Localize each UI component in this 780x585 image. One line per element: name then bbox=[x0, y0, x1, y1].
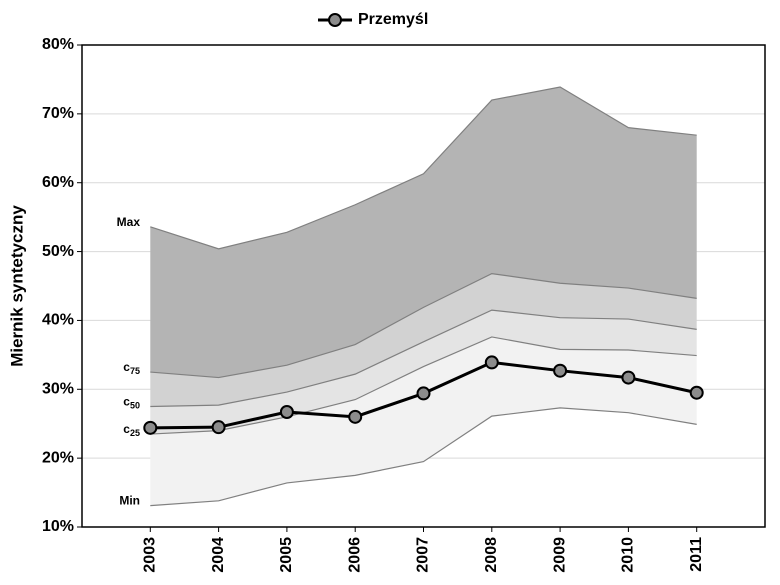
y-tick-label: 40% bbox=[42, 312, 74, 329]
band-fill bbox=[150, 336, 697, 506]
band-label-name: c bbox=[123, 422, 130, 436]
x-tick-label: 2007 bbox=[415, 537, 432, 573]
x-tick-label: 2008 bbox=[483, 537, 500, 573]
band-label: c50 bbox=[123, 395, 140, 411]
x-tick-label: 2006 bbox=[346, 537, 363, 573]
band-label-sub: 25 bbox=[130, 428, 140, 438]
series-marker bbox=[211, 420, 226, 435]
x-tick-label: 2004 bbox=[210, 537, 227, 573]
band-line bbox=[150, 272, 697, 379]
band-label-sub: 75 bbox=[130, 366, 140, 376]
series-marker bbox=[279, 405, 294, 420]
series-marker bbox=[416, 386, 431, 401]
x-tick-label: 2003 bbox=[142, 537, 159, 573]
band-label-name: Min bbox=[119, 494, 140, 508]
band-label: c75 bbox=[123, 360, 140, 376]
x-tick-label: 2011 bbox=[688, 537, 705, 572]
band-label: Max bbox=[117, 215, 141, 229]
y-tick-label: 10% bbox=[42, 518, 74, 535]
x-tick-label: 2010 bbox=[620, 537, 637, 573]
series-marker bbox=[348, 409, 363, 424]
band-label-name: c bbox=[123, 360, 130, 374]
band-label-sub: 50 bbox=[130, 401, 140, 411]
y-tick-label: 50% bbox=[42, 243, 74, 260]
series-marker bbox=[689, 385, 704, 400]
band-label-name: c bbox=[123, 395, 130, 409]
series-marker bbox=[553, 363, 568, 378]
band-line bbox=[150, 336, 697, 435]
band-fill bbox=[150, 310, 697, 435]
band-label: c25 bbox=[123, 422, 140, 438]
x-tick-label: 2005 bbox=[278, 537, 295, 573]
series-marker bbox=[143, 420, 158, 435]
band-line bbox=[150, 407, 697, 507]
series-marker bbox=[484, 355, 499, 370]
band-line bbox=[150, 86, 697, 250]
y-tick-label: 30% bbox=[42, 381, 74, 398]
y-axis-label: Miernik syntetyczny bbox=[7, 205, 26, 367]
band-label-name: Max bbox=[117, 215, 141, 229]
band-fill bbox=[150, 87, 697, 378]
band-fill bbox=[150, 273, 697, 407]
x-tick-label: 2009 bbox=[551, 537, 568, 573]
legend-marker bbox=[328, 13, 342, 27]
plot-frame bbox=[81, 44, 766, 528]
y-tick-label: 80% bbox=[42, 36, 74, 53]
y-tick-label: 60% bbox=[42, 174, 74, 191]
y-tick-label: 70% bbox=[42, 105, 74, 122]
band-line bbox=[150, 309, 697, 408]
legend-label: Przemyśl bbox=[358, 11, 428, 28]
series-marker bbox=[621, 370, 636, 385]
y-tick-label: 20% bbox=[42, 449, 74, 466]
band-label: Min bbox=[119, 494, 140, 508]
